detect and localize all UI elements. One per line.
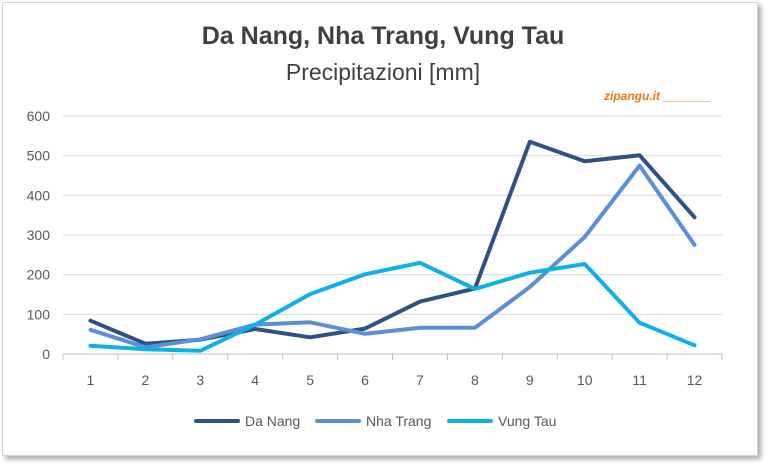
- x-tick-label: 5: [306, 372, 314, 388]
- y-tick-label: 500: [27, 148, 51, 164]
- chart-subtitle: Precipitazioni [mm]: [286, 59, 480, 85]
- chart-frame: [2, 2, 758, 456]
- y-tick-label: 100: [27, 306, 51, 322]
- y-tick-label: 200: [27, 267, 51, 283]
- x-tick-label: 4: [251, 372, 259, 388]
- y-tick-label: 0: [42, 346, 50, 362]
- legend-label-nha-trang: Nha Trang: [366, 413, 431, 429]
- y-tick-label: 400: [27, 187, 51, 203]
- x-tick-label: 1: [87, 372, 95, 388]
- y-tick-label: 300: [27, 227, 51, 243]
- series-line-vung-tau: [88, 260, 697, 353]
- x-tick-label: 7: [416, 372, 424, 388]
- gridlines: [63, 115, 722, 315]
- legend-label-vung-tau: Vung Tau: [498, 413, 556, 429]
- x-tick-label: 10: [577, 372, 593, 388]
- x-tick-label: 3: [196, 372, 204, 388]
- x-tick-label: 2: [141, 372, 149, 388]
- x-tick-label: 12: [687, 372, 703, 388]
- series-line-da-nang: [88, 139, 697, 346]
- legend: Da Nang Nha Trang Vung Tau: [194, 413, 556, 429]
- x-tick-label: 9: [526, 372, 534, 388]
- x-tick-label: 8: [471, 372, 479, 388]
- y-tick-label: 600: [27, 108, 51, 124]
- watermark: zipangu.it _______: [603, 89, 710, 103]
- x-tick-label: 11: [632, 372, 647, 388]
- x-tick-label: 6: [361, 372, 369, 388]
- legend-label-da-nang: Da Nang: [245, 413, 300, 429]
- chart-title: Da Nang, Nha Trang, Vung Tau: [202, 22, 565, 50]
- series-lines: [88, 139, 697, 353]
- series-line-nha-trang: [88, 163, 697, 350]
